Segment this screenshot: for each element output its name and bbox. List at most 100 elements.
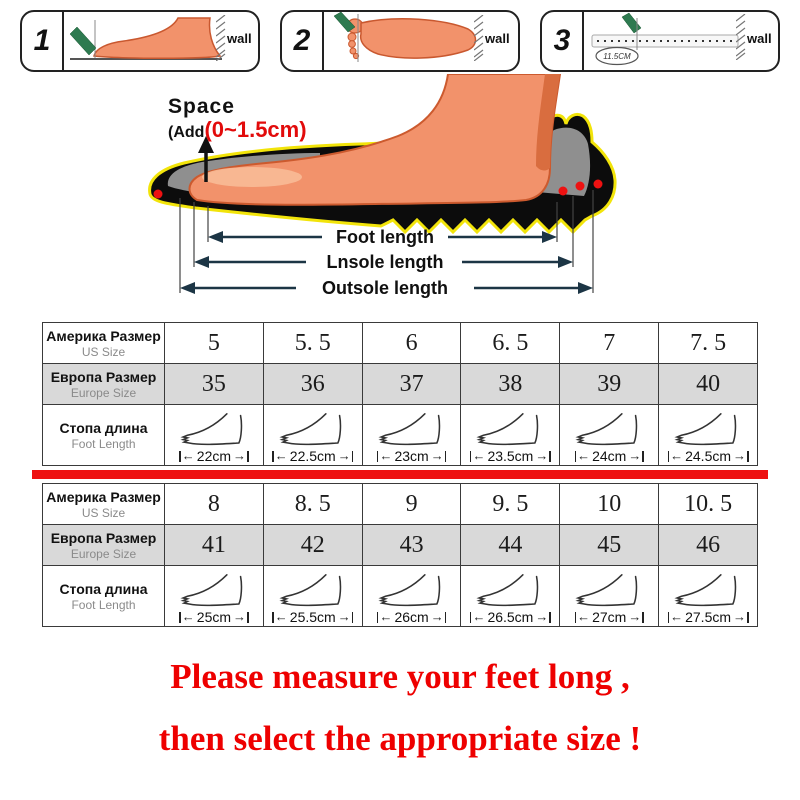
eu-size-header: Европа Размер Europe Size [42,363,165,405]
right-arrow-icon: → [430,448,444,463]
foot-length-row: Стопа длина Foot Length ← 25cm → ← 25.5cm → … [42,565,758,627]
foot-measurement-diagram: Foot length Lnsole length Outsole length… [0,74,800,314]
foot-sketch-icon [469,413,551,449]
foot-sketch-icon [667,574,749,610]
measure-step-panel-2: 2 wall [280,10,520,72]
us-size-cell: 9. 5 [460,483,561,525]
dimension-arrowheads [180,231,593,294]
foot-sketch-icon [568,413,650,449]
foot-length-cell: ← 26cm → [361,565,462,627]
foot-sketch-icon [371,574,453,610]
foot-length-cell: ← 22cm → [164,404,264,466]
notice-line-2: then select the appropriate size ! [158,719,642,758]
notice-line-1: Please measure your feet long , [170,657,630,696]
foot-length-cell: ← 27cm → [559,565,660,627]
measurement-callout-oval [595,46,639,66]
left-arrow-icon: ← [670,609,684,624]
us-size-cell: 6 [361,322,462,364]
eu-size-cell: 41 [164,524,264,566]
eu-size-cell: 45 [559,524,660,566]
eu-size-cell: 42 [262,524,363,566]
right-arrow-icon: → [233,448,247,463]
step-number: 1 [22,12,64,70]
measure-step-panel-3: 3 11.5CM wall [540,10,780,72]
foot-length-cell: ← 26.5cm → [460,565,561,627]
left-arrow-icon: ← [577,609,591,624]
space-annotation: Space (Add(0~1.5cm) [168,95,307,143]
left-arrow-icon: ← [670,448,684,463]
foot-length-label: Foot length [336,227,434,247]
left-arrow-icon: ← [274,448,288,463]
us-size-cell: 10. 5 [658,483,758,525]
us-size-row: Америка Размер US Size 5 5. 5 6 6. 5 7 7… [42,322,758,364]
measure-notice: Please measure your feet long , then sel… [0,657,800,759]
pencil-icon [69,26,97,56]
eu-size-row: Европа Размер Europe Size 35 36 37 38 39… [42,363,758,405]
right-arrow-icon: → [733,448,747,463]
step-3-illustration: 11.5CM wall [584,12,778,70]
foot-length-cell: ← 24cm → [559,404,660,466]
foot-sketch-icon [371,413,453,449]
step-2-illustration: wall [324,12,518,70]
foot-sketch-icon [469,574,551,610]
foot-sketch-icon [272,574,354,610]
insole-length-label: Lnsole length [327,252,444,272]
step-1-illustration: wall [64,12,258,70]
right-arrow-icon: → [337,448,351,463]
right-arrow-icon: → [628,609,642,624]
us-size-header: Америка Размер US Size [42,483,165,525]
left-arrow-icon: ← [379,448,393,463]
eu-size-cell: 39 [559,363,660,405]
measure-step-panel-1: 1 wall [20,10,260,72]
foot-length-cell: ← 25.5cm → [262,565,363,627]
size-table-small: Америка Размер US Size 5 5. 5 6 6. 5 7 7… [42,322,758,466]
foot-length-header: Стопа длина Foot Length [42,404,165,466]
wall-label: wall [484,31,510,46]
us-size-cell: 8 [164,483,264,525]
right-arrow-icon: → [535,609,549,624]
eu-size-cell: 37 [361,363,462,405]
us-size-header: Америка Размер US Size [42,322,165,364]
left-arrow-icon: ← [274,609,288,624]
us-size-cell: 9 [361,483,462,525]
foot-side-view-drawing: wall [69,15,252,61]
eu-size-cell: 40 [658,363,758,405]
foot-length-row: Стопа длина Foot Length ← 22cm → ← 22.5cm → … [42,404,758,466]
space-up-arrow-icon [198,136,214,153]
eu-size-row: Европа Размер Europe Size 41 42 43 44 45… [42,524,758,566]
left-arrow-icon: ← [472,609,486,624]
outsole-length-label: Outsole length [322,278,448,298]
ruler-drawing: 11.5CM wall [591,12,772,66]
wall-label: wall [746,31,772,46]
space-title: Space [168,95,235,118]
heel-measure-dot [558,186,568,196]
measuring-steps-row: 1 wall 2 [0,0,800,72]
left-arrow-icon: ← [181,609,195,624]
right-arrow-icon: → [233,609,247,624]
shoe-sole-drawing: Foot length Lnsole length Outsole length [148,74,617,298]
right-arrow-icon: → [535,448,549,463]
us-size-cell: 10 [559,483,660,525]
toe-highlight [202,167,302,187]
foot-length-cell: ← 23.5cm → [460,404,561,466]
right-arrow-icon: → [733,609,747,624]
us-size-cell: 5 [164,322,264,364]
us-size-cell: 8. 5 [262,483,363,525]
foot-length-header: Стопа длина Foot Length [42,565,165,627]
us-size-cell: 7. 5 [658,322,758,364]
pencil-icon [333,12,356,33]
toe-measure-dot [153,189,163,199]
left-arrow-icon: ← [472,448,486,463]
left-arrow-icon: ← [577,448,591,463]
size-chart-section: Америка Размер US Size 5 5. 5 6 6. 5 7 7… [32,322,768,627]
space-range: (0~1.5cm) [204,117,307,143]
us-size-row: Америка Размер US Size 8 8. 5 9 9. 5 10 … [42,483,758,525]
us-size-cell: 6. 5 [460,322,561,364]
foot-sketch-icon [667,413,749,449]
foot-sketch-icon [173,574,255,610]
foot-sketch-icon [272,413,354,449]
foot-sketch-icon [173,413,255,449]
eu-size-cell: 36 [262,363,363,405]
wall-label: wall [226,31,252,46]
right-arrow-icon: → [337,609,351,624]
